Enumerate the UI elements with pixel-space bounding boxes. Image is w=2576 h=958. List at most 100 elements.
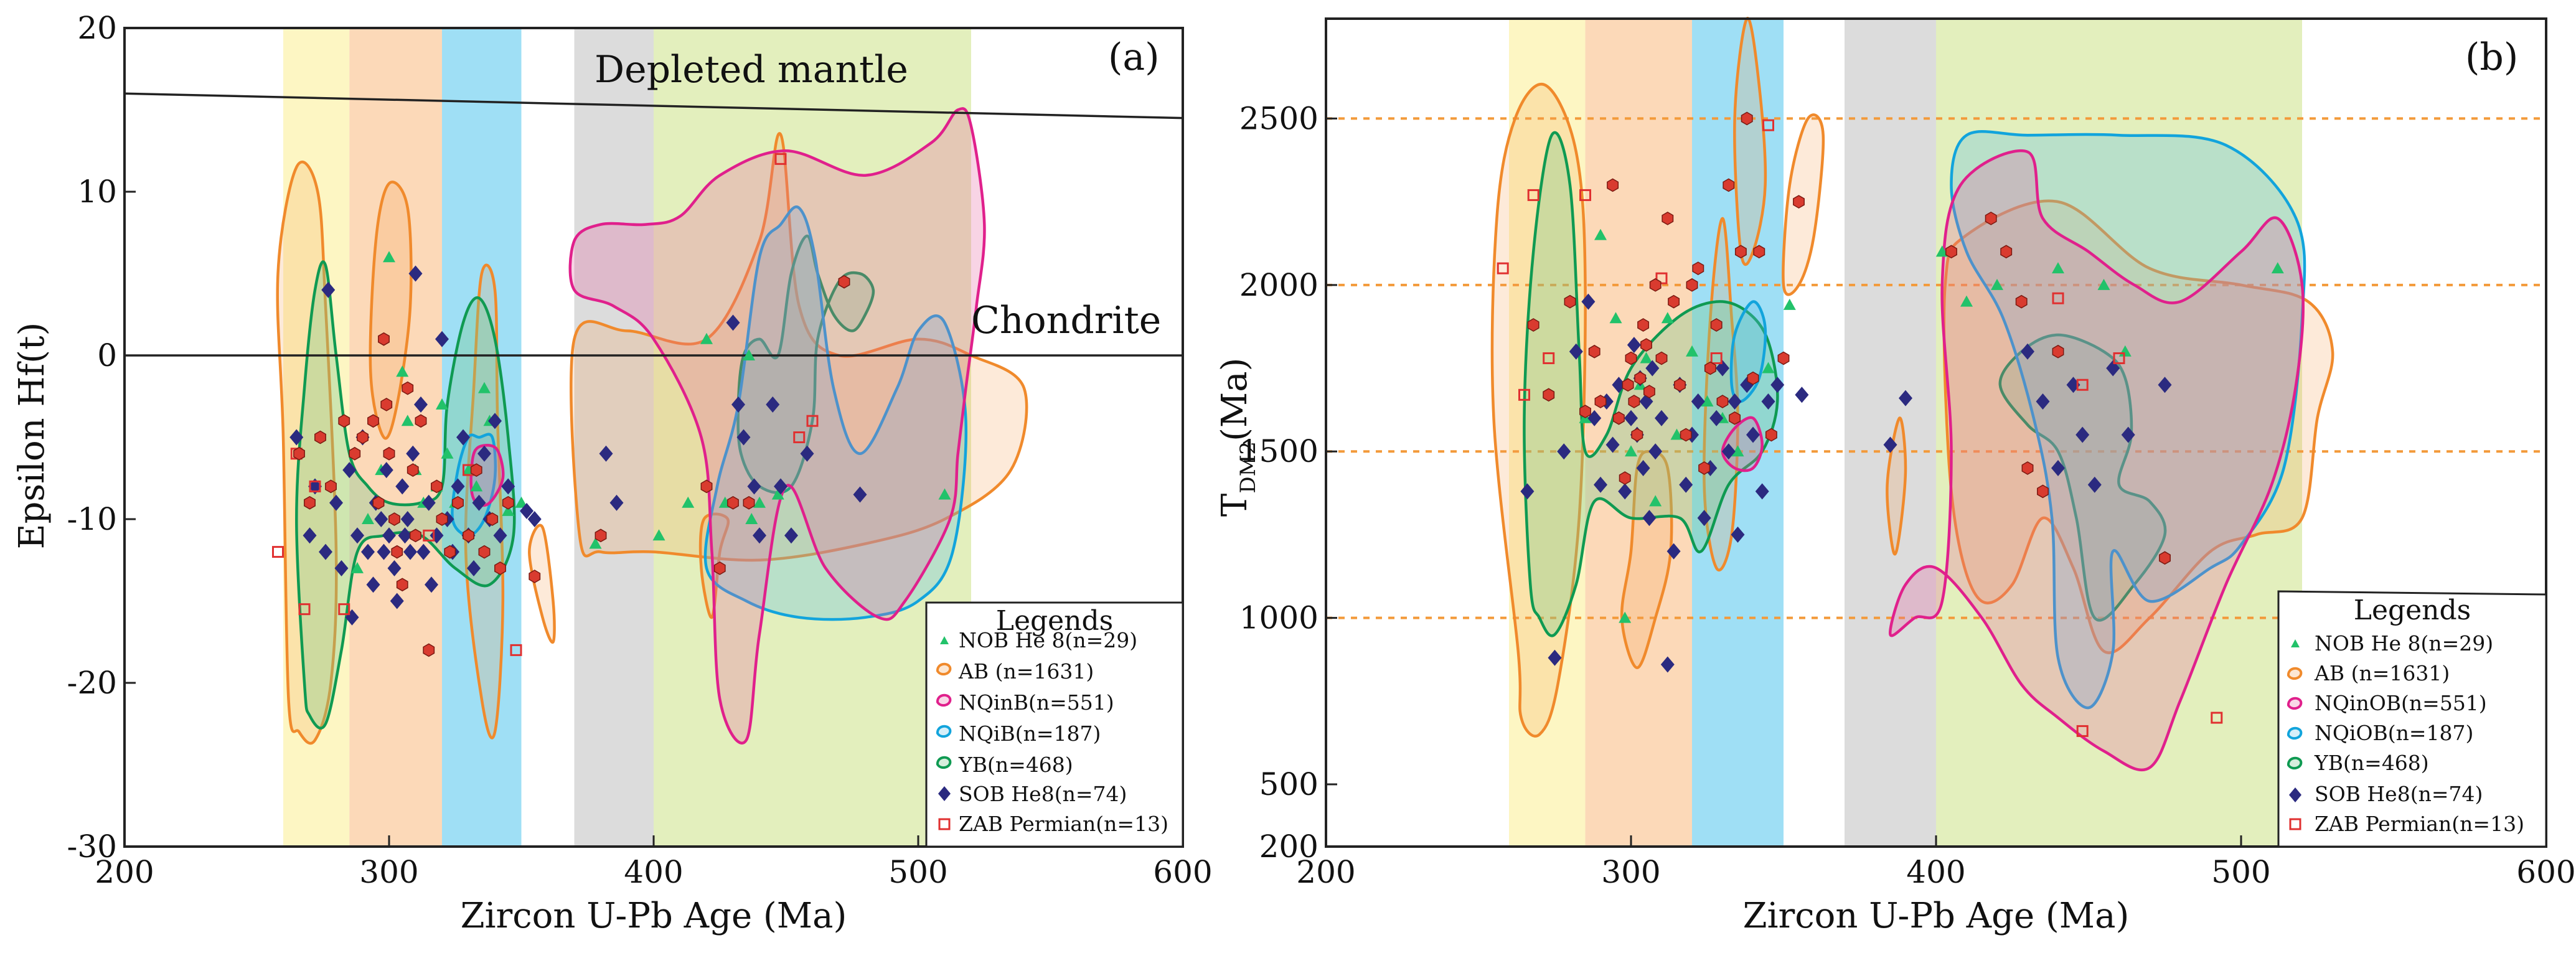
data-point-diamond [321,281,336,298]
data-point-diamond [1731,526,1745,543]
data-point-open-square [2211,711,2223,724]
y-title-main: T [1215,494,1255,517]
panel-a-legend-zab: ZAB Permian(n=13) [938,812,1168,836]
data-point-hexagon [378,332,390,346]
data-point-hexagon [595,528,607,543]
data-point-triangle [938,488,951,500]
data-point-hexagon [367,414,379,428]
field-ab [570,132,1028,562]
data-point-hexagon [304,495,316,510]
field-ab [1886,416,1907,556]
data-point-triangle [1783,298,1796,310]
data-point-hexagon [1622,378,1634,392]
x-tick-label: 300 [359,854,418,890]
panel-a-legend-label: SOB He8(n=74) [959,782,1127,806]
data-point-open-square [806,415,819,427]
data-point-diamond [1660,656,1675,673]
x-tick-label: 500 [2211,854,2270,890]
data-point-hexagon [391,545,403,559]
panel-a-legend-label: NQinB(n=551) [959,690,1114,715]
data-point-diamond [501,478,515,495]
age-band [1845,19,1936,847]
panel-b-ticks: 200 300 400 500 600 200 500 1000 1500 2000 2500 [1239,100,2576,890]
panel-a-legend-label: AB (n=1631) [958,659,1094,683]
data-point-diamond [350,527,364,544]
data-point-open-square [1497,262,1509,275]
panel-b-legend-zab: ZAB Permian(n=13) [2289,812,2524,836]
data-point-hexagon [444,545,456,559]
data-point-diamond [1761,393,1775,410]
data-point-diamond [488,413,502,430]
data-point-diamond [395,478,410,495]
data-point-diamond [1520,483,1535,500]
data-point-triangle [515,496,528,508]
data-point-hexagon [1579,405,1591,418]
panel-a-points [272,153,951,657]
panel-a: 200 300 400 500 600 -30 -20 -10 0 10 20 Depleted m… [12,10,1213,936]
diamond-marker-icon [2289,787,2301,802]
data-point-diamond [361,543,375,560]
data-point-diamond [1612,377,1626,393]
data-point-diamond [1728,393,1742,410]
data-point-diamond [731,396,745,413]
data-point-hexagon [436,512,448,526]
data-point-open-square [272,546,284,558]
data-point-open-square [793,431,806,443]
data-point-open-square [2052,292,2064,304]
data-point-hexagon [1741,111,1753,126]
panel-a-ticks: 200 300 400 500 600 -30 -20 -10 0 10 20 [67,10,1212,890]
data-point-triangle [436,398,448,410]
y-tick-label: 200 [1259,829,1319,865]
data-point-hexagon [1668,294,1680,309]
annotation-chondrite: Chondrite [971,299,1161,342]
data-point-triangle [1731,445,1744,457]
data-point-hexagon [423,643,435,657]
x-tick-label: 600 [1153,854,1212,890]
data-point-hexagon [1673,378,1686,392]
data-point-open-square [2113,352,2125,364]
data-point-hexagon [494,561,506,575]
panel-b-points [1497,111,2284,737]
panel-b-legend-ab: AB (n=1631) [2287,661,2450,685]
data-point-diamond [1770,377,1785,393]
data-point-triangle [2052,262,2064,274]
data-point-triangle [700,332,713,344]
diamond-marker-icon [938,786,951,801]
field-loop-icon [2287,697,2303,710]
panel-a-x-axis-title: Zircon U-Pb Age (Ma) [461,896,847,936]
panel-b-legend-label: YB(n=468) [2314,751,2429,775]
data-point-diamond [2036,393,2050,410]
panel-a-legend-yb: YB(n=468) [936,753,1073,777]
panel-a-legend-label: NQiB(n=187) [959,721,1101,746]
data-point-diamond [1636,459,1650,476]
field-nqinb [568,107,986,744]
panel-a-fields [276,107,1028,745]
data-point-triangle [1619,611,1632,623]
data-point-hexagon [410,528,421,543]
data-point-triangle [1640,352,1653,364]
data-point-triangle [502,504,515,516]
data-point-hexagon [2159,551,2171,565]
data-point-hexagon [727,495,739,510]
data-point-diamond [599,445,613,462]
data-point-diamond [1557,443,1571,460]
data-point-hexagon [713,561,726,575]
data-point-hexagon [293,446,305,461]
data-point-hexagon [383,446,395,461]
data-point-triangle [478,382,491,393]
data-point-triangle [589,537,602,549]
data-point-triangle [1762,362,1775,373]
data-point-diamond [747,478,761,495]
data-point-hexagon [1680,428,1692,442]
data-point-hexagon [1643,385,1655,398]
data-point-diamond [2021,343,2034,360]
data-point-open-square [2076,378,2089,391]
data-point-triangle [1609,312,1622,324]
data-point-hexagon [1564,294,1576,309]
triangle-marker-icon [2291,639,2300,647]
data-point-diamond [736,429,751,446]
data-point-diamond [406,445,420,462]
panel-a-legend-ab: AB (n=1631) [936,659,1094,683]
data-point-diamond [1899,390,1912,406]
y-title-sub: DM2 [1236,441,1261,494]
